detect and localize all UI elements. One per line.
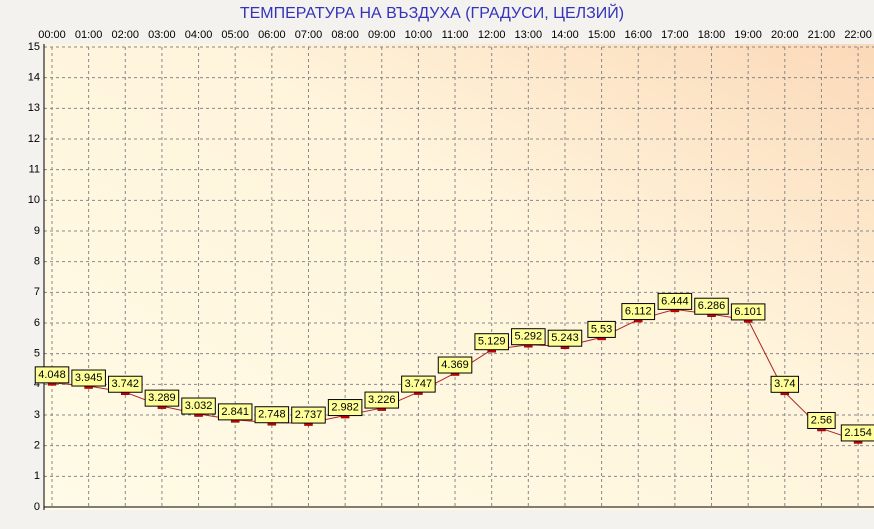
value-label: 3.742 (112, 378, 140, 390)
value-label: 5.129 (478, 336, 506, 348)
value-label-box (694, 297, 729, 315)
value-label-box (770, 375, 800, 393)
value-label-box (71, 369, 106, 387)
x-tick-label: 14:00 (551, 29, 579, 41)
y-tick-label: 13 (28, 102, 40, 114)
plot-area (44, 44, 874, 510)
x-tick-label: 13:00 (515, 29, 543, 41)
y-tick-label: 12 (28, 133, 40, 145)
value-label-box (144, 389, 180, 407)
value-label: 2.841 (221, 406, 249, 418)
value-label: 6.101 (734, 306, 762, 318)
x-tick-label: 18:00 (698, 29, 726, 41)
value-label: 3.747 (405, 378, 433, 390)
value-label-box (547, 329, 583, 347)
x-tick-label: 15:00 (588, 29, 616, 41)
value-label-box (108, 375, 143, 393)
x-tick-label: 06:00 (258, 29, 286, 41)
x-tick-label: 20:00 (771, 29, 799, 41)
value-label-box (34, 366, 70, 384)
value-label: 6.112 (625, 305, 652, 317)
y-tick-label: 8 (34, 256, 40, 268)
value-label-box (254, 406, 290, 424)
value-label: 5.243 (551, 332, 579, 344)
y-tick-label: 9 (34, 225, 40, 237)
value-label-box (807, 411, 836, 429)
x-tick-label: 00:00 (38, 29, 66, 41)
x-tick-label: 12:00 (478, 29, 506, 41)
value-label: 2.154 (844, 427, 872, 439)
value-label-box (474, 333, 509, 351)
y-tick-label: 4 (34, 378, 40, 390)
x-tick-label: 19:00 (734, 29, 762, 41)
y-tick-label: 10 (28, 194, 40, 206)
x-tick-label: 22:00 (844, 29, 872, 41)
value-label-box (621, 303, 656, 321)
x-tick-label: 04:00 (185, 29, 213, 41)
value-label: 5.53 (591, 323, 612, 335)
value-label-box (657, 292, 693, 310)
value-label: 5.292 (515, 331, 543, 343)
y-tick-label: 5 (34, 348, 40, 360)
value-label-box (511, 328, 546, 346)
x-tick-label: 08:00 (331, 29, 359, 41)
chart-title: ТЕМПЕРАТУРА НА ВЪЗДУХА (ГРАДУСИ, ЦЕЛЗИЙ) (240, 3, 624, 22)
value-label-box (587, 320, 616, 338)
value-label: 2.982 (331, 401, 359, 413)
y-tick-label: 0 (34, 501, 40, 513)
y-tick-label: 14 (28, 72, 40, 84)
value-label: 3.945 (75, 372, 103, 384)
value-label-box (730, 303, 766, 321)
value-label: 6.444 (661, 295, 689, 307)
x-tick-label: 16:00 (624, 29, 652, 41)
value-label: 3.74 (774, 378, 795, 390)
x-tick-label: 11:00 (442, 29, 469, 41)
value-label: 3.226 (368, 394, 396, 406)
y-tick-label: 7 (34, 286, 40, 298)
value-label: 4.369 (441, 359, 469, 371)
y-tick-label: 15 (28, 41, 40, 53)
x-tick-label: 21:00 (808, 29, 836, 41)
x-tick-label: 10:00 (405, 29, 433, 41)
x-tick-label: 07:00 (295, 29, 323, 41)
value-label: 3.289 (148, 392, 176, 404)
x-tick-label: 17:00 (661, 29, 689, 41)
y-tick-label: 1 (34, 470, 40, 482)
y-tick-label: 11 (29, 164, 40, 176)
y-tick-label: 3 (34, 409, 40, 421)
value-label-box (217, 403, 253, 421)
value-label: 2.737 (295, 409, 323, 421)
value-label-box (291, 406, 326, 424)
x-tick-label: 02:00 (112, 29, 140, 41)
x-tick-label: 05:00 (221, 29, 249, 41)
value-label-box (327, 399, 363, 417)
x-tick-label: 01:00 (75, 29, 103, 41)
value-label-box (840, 424, 874, 442)
value-label: 2.56 (811, 414, 832, 426)
value-label: 3.032 (185, 400, 213, 412)
value-label: 4.048 (38, 369, 66, 381)
x-tick-label: 03:00 (148, 29, 176, 41)
x-tick-label: 09:00 (368, 29, 396, 41)
value-label-box (364, 391, 400, 409)
value-label: 6.286 (698, 300, 726, 312)
value-label-box (401, 375, 436, 393)
value-label-box (181, 397, 216, 415)
value-label: 2.748 (258, 409, 286, 421)
y-tick-label: 2 (34, 440, 40, 452)
value-label-box (437, 356, 473, 374)
y-tick-label: 6 (34, 317, 40, 329)
